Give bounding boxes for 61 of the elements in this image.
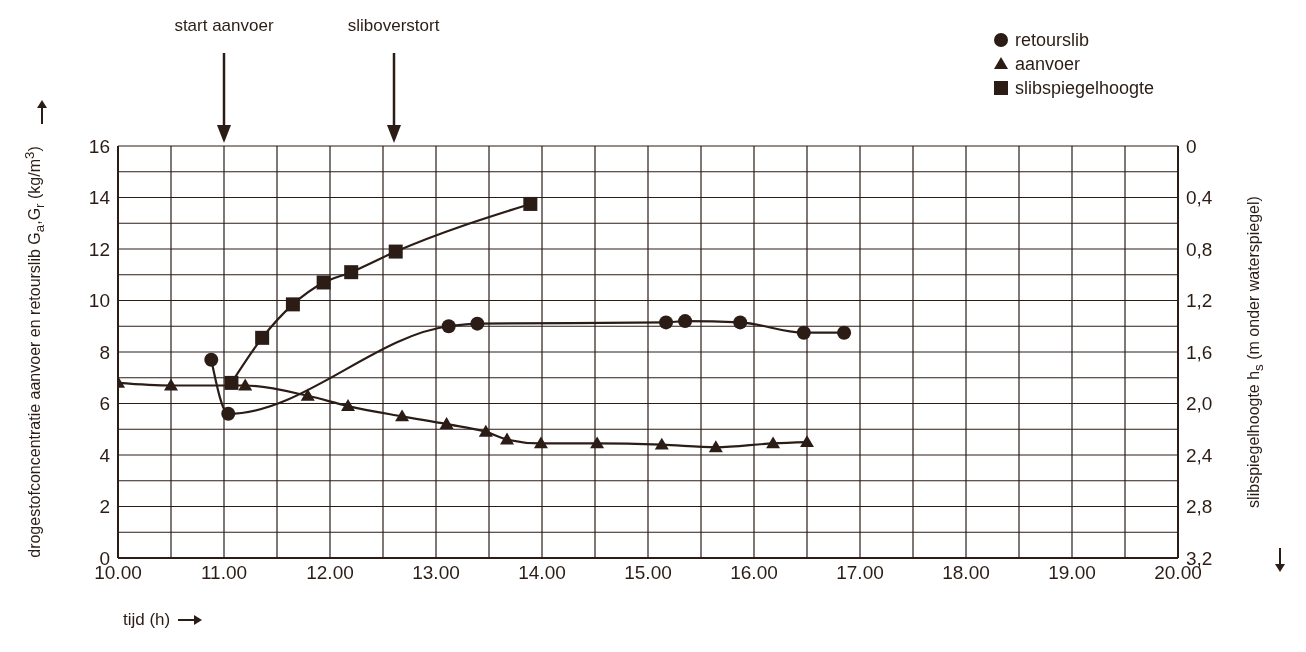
x-tick-label: 11.00 <box>200 562 248 584</box>
point <box>164 378 178 391</box>
y2-tick-label: 1,2 <box>1186 290 1213 312</box>
legend-label: slibspiegelhoogte <box>1015 77 1155 100</box>
point <box>204 352 219 367</box>
point <box>388 244 403 259</box>
point <box>678 314 693 329</box>
point <box>341 399 356 411</box>
x-tick-label: 19.00 <box>1048 562 1096 584</box>
point <box>654 437 669 450</box>
ref-line-label: sliboverstort <box>347 16 440 35</box>
point <box>766 436 781 449</box>
ref-line-label: start aanvoer <box>174 16 274 35</box>
y-tick-label: 8 <box>99 341 110 363</box>
x-tick-label: 15.00 <box>624 562 672 584</box>
x-tick-label: 17.00 <box>836 562 884 584</box>
y-tick-label: 10 <box>88 290 110 312</box>
x-axis-title: tijd (h) <box>123 610 171 630</box>
legend-label: retourslib <box>1015 29 1090 52</box>
point <box>255 330 270 345</box>
y2-tick-label: 0,8 <box>1186 238 1213 260</box>
x-tick-label: 14.00 <box>518 562 566 584</box>
point <box>285 297 300 312</box>
point <box>316 275 331 290</box>
x-tick-label: 12.00 <box>306 562 354 584</box>
point <box>659 315 674 330</box>
point <box>221 406 236 421</box>
point <box>478 424 493 437</box>
point <box>441 319 456 334</box>
y-tick-label: 4 <box>99 444 111 466</box>
y-tick-label: 16 <box>88 135 110 157</box>
point <box>439 417 454 429</box>
y-tick-label: 2 <box>99 496 110 518</box>
point <box>733 315 748 330</box>
point <box>796 325 811 340</box>
y-tick-label: 14 <box>88 187 111 209</box>
y-tick-label: 6 <box>99 393 110 415</box>
y2-tick-label: 2,8 <box>1186 496 1213 518</box>
y2-tick-label: 0,4 <box>1186 187 1213 209</box>
point <box>837 325 852 340</box>
x-tick-label: 13.00 <box>412 562 460 584</box>
point <box>238 378 253 391</box>
point <box>344 265 359 280</box>
point <box>224 375 239 390</box>
point <box>500 432 515 445</box>
point <box>523 196 538 211</box>
legend-label: aanvoer <box>1015 53 1081 76</box>
y2-tick-label: 2,0 <box>1186 393 1213 415</box>
point <box>708 440 723 453</box>
point <box>533 436 548 449</box>
y2-tick-label: 0 <box>1186 135 1197 157</box>
x-tick-label: 16.00 <box>730 562 778 584</box>
point <box>590 436 605 449</box>
y2-tick-label: 1,6 <box>1186 341 1213 363</box>
point <box>300 388 315 401</box>
point <box>800 435 814 448</box>
point <box>395 409 410 422</box>
x-tick-label: 18.00 <box>942 562 990 584</box>
point <box>470 316 485 331</box>
y2-tick-label: 2,4 <box>1186 444 1213 466</box>
y-tick-label: 12 <box>88 238 110 260</box>
